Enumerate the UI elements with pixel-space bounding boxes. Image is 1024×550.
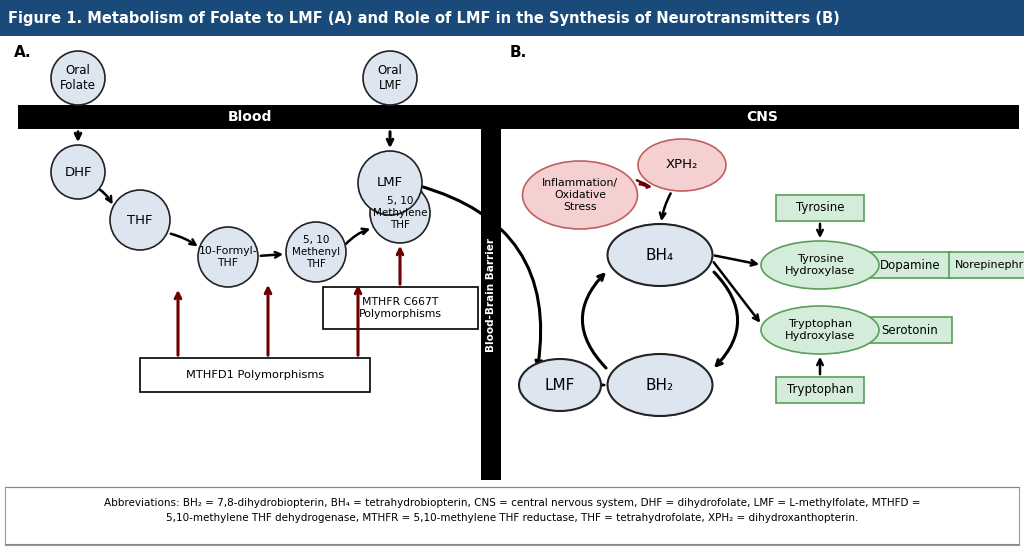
Bar bbox=[949, 252, 1024, 278]
Circle shape bbox=[286, 222, 346, 282]
Circle shape bbox=[362, 51, 417, 105]
Bar bbox=[140, 358, 370, 392]
Text: Tyrosine
Hydroxylase: Tyrosine Hydroxylase bbox=[784, 254, 855, 276]
Text: 5,10-methylene THF dehydrogenase, MTHFR = 5,10-methylene THF reductase, THF = te: 5,10-methylene THF dehydrogenase, MTHFR … bbox=[166, 513, 858, 523]
Text: Oral
Folate: Oral Folate bbox=[60, 64, 96, 92]
Bar bbox=[776, 377, 864, 403]
Text: Oral
LMF: Oral LMF bbox=[378, 64, 402, 92]
Bar bbox=[868, 317, 952, 343]
Ellipse shape bbox=[607, 224, 713, 286]
Bar bbox=[501, 105, 1019, 129]
Circle shape bbox=[370, 183, 430, 243]
Circle shape bbox=[358, 151, 422, 215]
Ellipse shape bbox=[761, 241, 879, 289]
Text: Norepinephrine: Norepinephrine bbox=[954, 260, 1024, 270]
Text: B.: B. bbox=[510, 45, 527, 60]
Text: 10-Formyl-
THF: 10-Formyl- THF bbox=[199, 246, 257, 268]
Text: MTHFR C667T
Polymorphisms: MTHFR C667T Polymorphisms bbox=[358, 297, 441, 319]
Text: CNS: CNS bbox=[746, 110, 778, 124]
Text: Abbreviations: BH₂ = 7,8-dihydrobiopterin, BH₄ = tetrahydrobiopterin, CNS = cent: Abbreviations: BH₂ = 7,8-dihydrobiopteri… bbox=[103, 498, 921, 508]
Bar bbox=[323, 287, 477, 329]
Text: MTHFD1 Polymorphisms: MTHFD1 Polymorphisms bbox=[186, 370, 325, 380]
Ellipse shape bbox=[522, 161, 638, 229]
Text: LMF: LMF bbox=[377, 177, 403, 190]
Text: BH₂: BH₂ bbox=[646, 377, 674, 393]
Bar bbox=[5, 487, 1019, 545]
Text: Tryptophan
Hydroxylase: Tryptophan Hydroxylase bbox=[784, 319, 855, 341]
Text: Blood: Blood bbox=[227, 110, 272, 124]
Bar bbox=[18, 105, 482, 129]
Text: Figure 1. Metabolism of Folate to LMF (A) and Role of LMF in the Synthesis of Ne: Figure 1. Metabolism of Folate to LMF (A… bbox=[8, 10, 840, 25]
Text: DHF: DHF bbox=[65, 166, 92, 179]
Ellipse shape bbox=[607, 354, 713, 416]
Text: BH₄: BH₄ bbox=[646, 248, 674, 262]
Ellipse shape bbox=[761, 306, 879, 354]
Text: A.: A. bbox=[14, 45, 32, 60]
Text: Inflammation/
Oxidative
Stress: Inflammation/ Oxidative Stress bbox=[542, 178, 618, 212]
Bar bbox=[776, 195, 864, 221]
Ellipse shape bbox=[638, 139, 726, 191]
Text: Dopamine: Dopamine bbox=[880, 258, 940, 272]
Bar bbox=[868, 252, 952, 278]
Text: XPH₂: XPH₂ bbox=[666, 158, 698, 172]
Circle shape bbox=[198, 227, 258, 287]
Text: Tyrosine: Tyrosine bbox=[796, 201, 844, 214]
Text: Blood-Brain Barrier: Blood-Brain Barrier bbox=[486, 238, 496, 352]
Circle shape bbox=[51, 51, 105, 105]
Bar bbox=[481, 105, 501, 480]
Text: Serotonin: Serotonin bbox=[882, 323, 938, 337]
Circle shape bbox=[51, 145, 105, 199]
Text: LMF: LMF bbox=[545, 377, 575, 393]
Text: 5, 10
Methylene
THF: 5, 10 Methylene THF bbox=[373, 196, 427, 229]
Circle shape bbox=[110, 190, 170, 250]
Bar bbox=[0, 0, 1024, 36]
Text: THF: THF bbox=[127, 213, 153, 227]
Text: 5, 10
Methenyl
THF: 5, 10 Methenyl THF bbox=[292, 235, 340, 268]
Ellipse shape bbox=[519, 359, 601, 411]
Text: Tryptophan: Tryptophan bbox=[786, 383, 853, 397]
